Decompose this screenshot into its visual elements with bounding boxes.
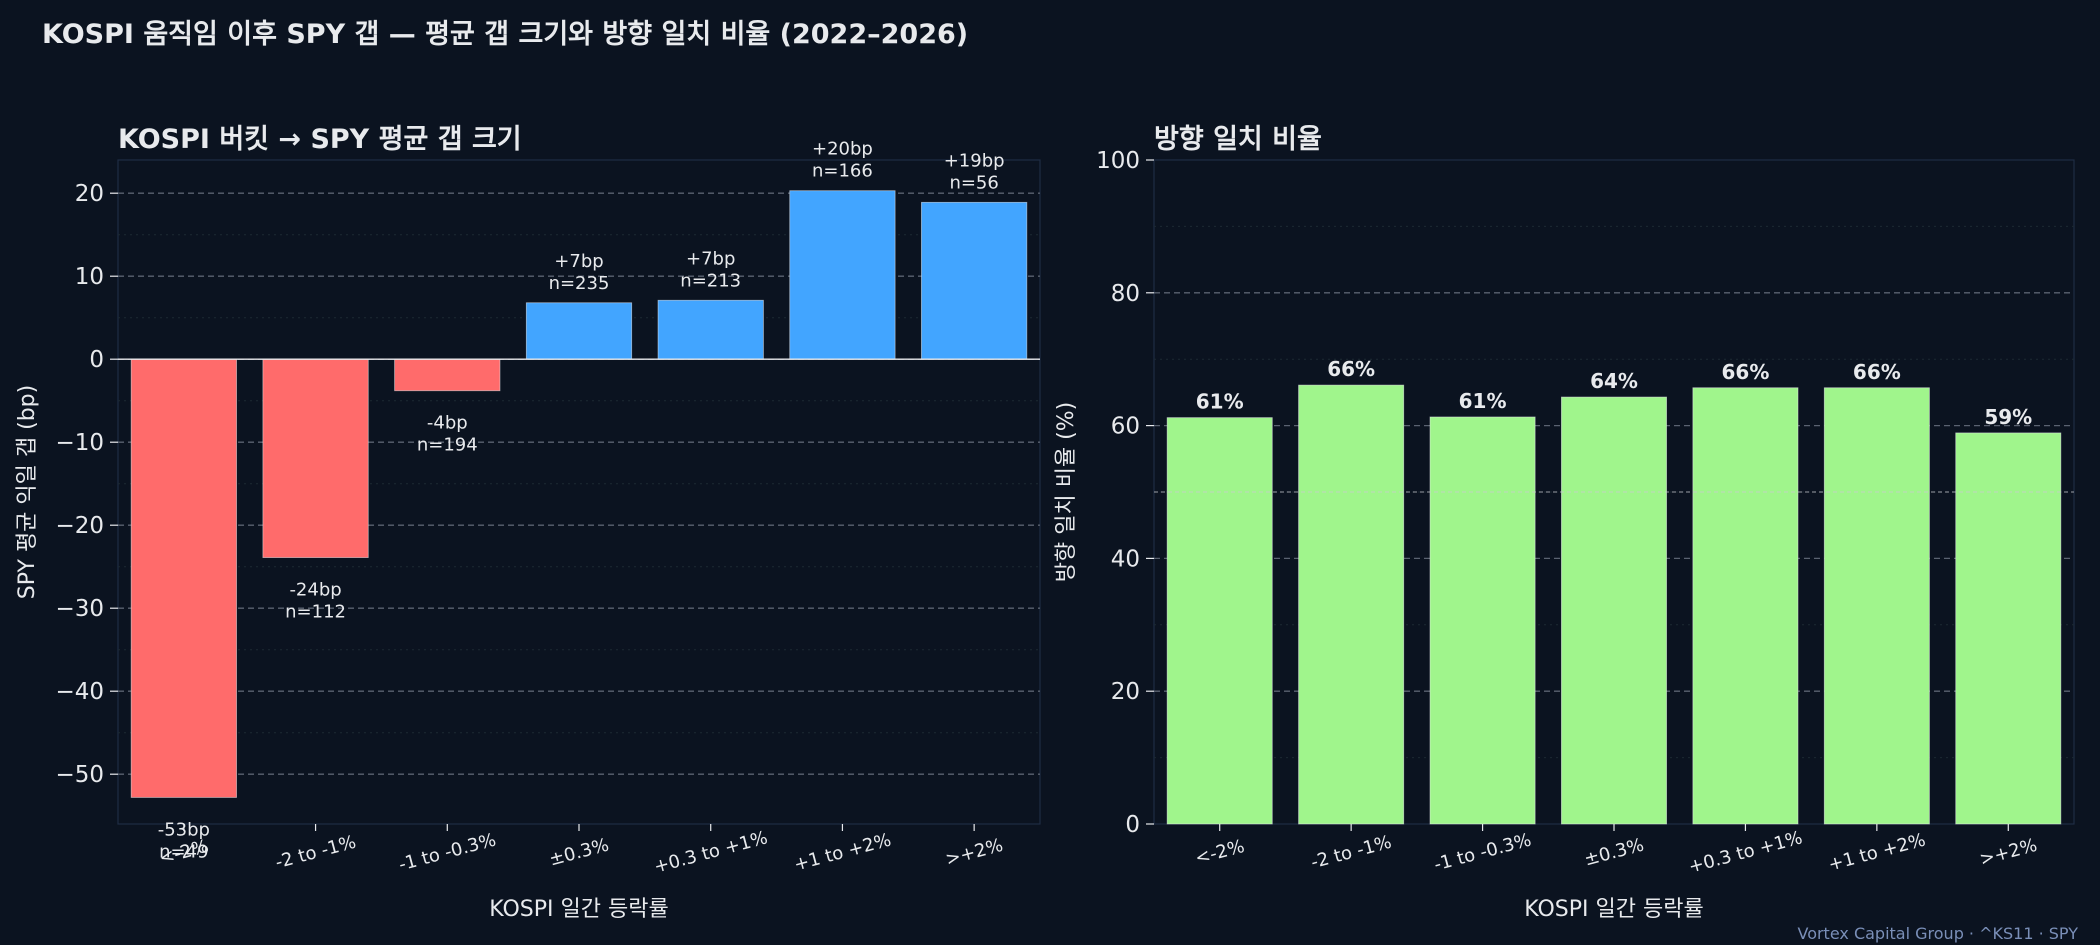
data-label: +19bp bbox=[944, 150, 1005, 171]
data-label: 66% bbox=[1327, 357, 1375, 381]
x-tick-label: ±0.3% bbox=[547, 834, 611, 870]
data-label: -4bp bbox=[427, 413, 468, 434]
x-tick-label: +0.3 to +1% bbox=[652, 827, 770, 878]
x-axis-label: KOSPI 일간 등락률 bbox=[489, 897, 668, 922]
x-tick-label: ±0.3% bbox=[1582, 834, 1646, 870]
bar-2 bbox=[1298, 384, 1405, 825]
bar-1 bbox=[130, 358, 237, 798]
x-tick-label: +1 to +2% bbox=[792, 829, 894, 875]
count-label: n=235 bbox=[549, 273, 610, 294]
y-tick-label: 0 bbox=[89, 347, 104, 373]
y-tick-label: −30 bbox=[55, 596, 104, 622]
x-tick-label: +1 to +2% bbox=[1826, 829, 1928, 875]
x-axis-label: KOSPI 일간 등락률 bbox=[1524, 897, 1703, 922]
bar-6 bbox=[1823, 387, 1930, 825]
bar-7 bbox=[1955, 432, 2062, 825]
count-label: n=213 bbox=[680, 270, 741, 291]
y-tick-label: −40 bbox=[55, 679, 104, 705]
data-label: 61% bbox=[1459, 389, 1507, 413]
x-tick-label: +0.3 to +1% bbox=[1686, 827, 1804, 878]
data-label: 59% bbox=[1984, 405, 2032, 429]
x-tick-label: <-2% bbox=[1193, 836, 1247, 869]
data-label: 66% bbox=[1853, 360, 1901, 384]
data-label: -24bp bbox=[289, 580, 341, 601]
y-tick-label: 20 bbox=[75, 181, 104, 207]
bar-4 bbox=[1561, 396, 1667, 825]
bar-5 bbox=[657, 299, 764, 360]
data-label: +20bp bbox=[812, 139, 873, 160]
panel-title: KOSPI 버킷 → SPY 평균 갭 크기 bbox=[118, 124, 522, 155]
chart-panel-1: -53bpn=49-24bpn=112-4bpn=194+7bpn=235+7b… bbox=[15, 124, 1041, 922]
bar-3 bbox=[1429, 416, 1536, 825]
bar-4 bbox=[525, 302, 633, 360]
count-label: n=112 bbox=[285, 602, 346, 623]
bar-3 bbox=[394, 358, 501, 392]
bar-1 bbox=[1166, 417, 1273, 825]
bar-7 bbox=[921, 201, 1028, 360]
x-tick-label: -1 to -0.3% bbox=[397, 829, 499, 875]
chart-panel-2: 61% 66% 61% 64% 66% 66% 59% 0 20 40 60 80 100 <-2% -2 … bbox=[1054, 124, 2075, 922]
data-label: +7bp bbox=[686, 248, 735, 269]
y-tick-label: 100 bbox=[1096, 148, 1140, 174]
y-tick-label: 80 bbox=[1111, 281, 1140, 307]
count-label: n=194 bbox=[417, 435, 478, 456]
y-tick-label: 0 bbox=[1125, 812, 1140, 838]
count-label: n=56 bbox=[949, 172, 998, 193]
x-tick-label: -1 to -0.3% bbox=[1432, 829, 1534, 875]
y-tick-label: −10 bbox=[55, 430, 104, 456]
y-tick-label: 60 bbox=[1111, 414, 1140, 440]
data-label: 66% bbox=[1721, 360, 1769, 384]
y-tick-label: −50 bbox=[55, 762, 104, 788]
panel-title: 방향 일치 비율 bbox=[1154, 124, 1322, 155]
bar-2 bbox=[262, 358, 369, 558]
footer-credit: Vortex Capital Group · ^KS11 · SPY bbox=[1797, 924, 2078, 943]
bar-5 bbox=[1692, 387, 1799, 825]
y-axis-label: SPY 평균 익일 갭 (bp) bbox=[15, 385, 40, 599]
count-label: n=49 bbox=[159, 841, 208, 862]
count-label: n=166 bbox=[812, 161, 873, 182]
y-axis-label: 방향 일치 비율 (%) bbox=[1054, 402, 1079, 583]
bar-6 bbox=[789, 190, 896, 360]
figure-title: KOSPI 움직임 이후 SPY 갭 — 평균 갭 크기와 방향 일치 비율 (… bbox=[42, 19, 969, 50]
data-label: 64% bbox=[1590, 369, 1638, 393]
x-tick-label: -2 to -1% bbox=[273, 832, 358, 874]
y-tick-label: 10 bbox=[75, 264, 104, 290]
x-tick-label: >+2% bbox=[943, 835, 1005, 870]
y-tick-label: 40 bbox=[1111, 546, 1140, 572]
y-tick-label: −20 bbox=[55, 513, 104, 539]
x-tick-label: -2 to -1% bbox=[1309, 832, 1394, 874]
x-tick-label: >+2% bbox=[1977, 835, 2039, 870]
data-label: +7bp bbox=[554, 251, 603, 272]
data-label: 61% bbox=[1196, 390, 1244, 414]
y-tick-label: 20 bbox=[1111, 679, 1140, 705]
